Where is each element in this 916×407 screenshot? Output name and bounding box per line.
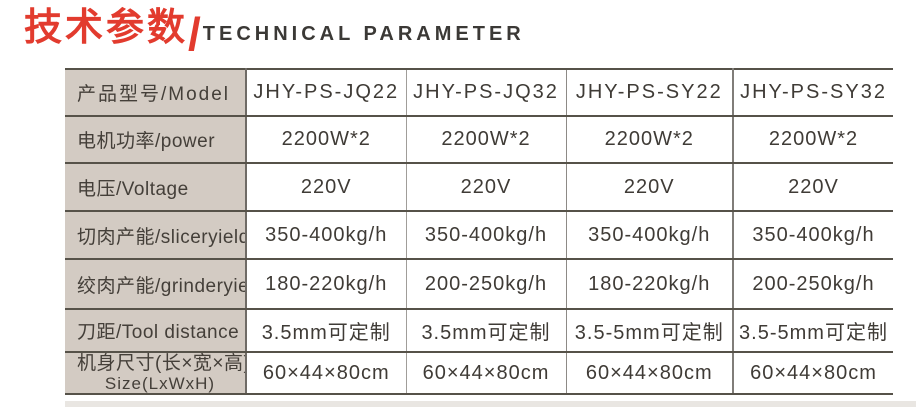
cell-grinder-4: 200-250kg/h (733, 258, 893, 310)
size-label-cn: 机身尺寸(长×宽×高) (77, 353, 246, 375)
page-title: 技术参数 / TECHNICAL PARAMETER (24, 2, 525, 56)
cell-model-sy22: JHY-PS-SY22 (566, 68, 734, 117)
row-label-size: 机身尺寸(长×宽×高) Size(LxWxH) (65, 351, 247, 395)
cell-tooldist-4: 3.5-5mm可定制 (733, 308, 893, 353)
cell-grinder-3: 180-220kg/h (566, 258, 734, 310)
cell-size-2: 60×44×80cm (406, 351, 567, 395)
title-english: TECHNICAL PARAMETER (202, 23, 525, 45)
row-label-tool-distance: 刀距/Tool distance (65, 308, 247, 353)
cell-voltage-3: 220V (566, 162, 734, 212)
cell-voltage-1: 220V (246, 162, 407, 212)
cell-power-3: 2200W*2 (566, 115, 734, 164)
row-label-model: 产品型号/Model (65, 68, 247, 117)
cell-grinder-2: 200-250kg/h (406, 258, 567, 310)
cell-slicer-3: 350-400kg/h (566, 210, 734, 260)
row-label-slicer-yield: 切肉产能/sliceryield (65, 210, 247, 260)
cell-size-3: 60×44×80cm (566, 351, 734, 395)
table-row-power: 电机功率/power 2200W*2 2200W*2 2200W*2 2200W… (65, 115, 893, 164)
row-label-voltage: 电压/Voltage (65, 162, 247, 212)
cell-slicer-1: 350-400kg/h (246, 210, 407, 260)
cell-grinder-1: 180-220kg/h (246, 258, 407, 310)
cell-tooldist-2: 3.5mm可定制 (406, 308, 567, 353)
cell-voltage-2: 220V (406, 162, 567, 212)
bottom-section-divider (65, 401, 916, 407)
cell-power-1: 2200W*2 (246, 115, 407, 164)
title-chinese: 技术参数 (24, 7, 189, 50)
cell-power-4: 2200W*2 (733, 115, 893, 164)
table-row-voltage: 电压/Voltage 220V 220V 220V 220V (65, 162, 893, 212)
cell-tooldist-1: 3.5mm可定制 (246, 308, 407, 353)
cell-size-1: 60×44×80cm (246, 351, 407, 395)
row-label-power: 电机功率/power (65, 115, 247, 164)
cell-voltage-4: 220V (733, 162, 893, 212)
cell-model-jq32: JHY-PS-JQ32 (406, 68, 567, 117)
table-row-slicer-yield: 切肉产能/sliceryield 350-400kg/h 350-400kg/h… (65, 210, 893, 260)
table-row-tool-distance: 刀距/Tool distance 3.5mm可定制 3.5mm可定制 3.5-5… (65, 308, 893, 353)
table-row-size: 机身尺寸(长×宽×高) Size(LxWxH) 60×44×80cm 60×44… (65, 351, 893, 395)
cell-model-jq22: JHY-PS-JQ22 (246, 68, 407, 117)
technical-parameter-table: 产品型号/Model JHY-PS-JQ22 JHY-PS-JQ32 JHY-P… (65, 68, 893, 395)
cell-size-4: 60×44×80cm (733, 351, 893, 395)
size-label-en: Size(LxWxH) (104, 374, 216, 393)
cell-tooldist-3: 3.5-5mm可定制 (566, 308, 734, 353)
title-divider: / (188, 7, 201, 60)
table-row-model: 产品型号/Model JHY-PS-JQ22 JHY-PS-JQ32 JHY-P… (65, 68, 893, 117)
table-row-grinder-yield: 绞肉产能/grinderyield 180-220kg/h 200-250kg/… (65, 258, 893, 310)
cell-power-2: 2200W*2 (406, 115, 567, 164)
cell-slicer-2: 350-400kg/h (406, 210, 567, 260)
cell-slicer-4: 350-400kg/h (733, 210, 893, 260)
cell-model-sy32: JHY-PS-SY32 (733, 68, 893, 117)
row-label-grinder-yield: 绞肉产能/grinderyield (65, 258, 247, 310)
